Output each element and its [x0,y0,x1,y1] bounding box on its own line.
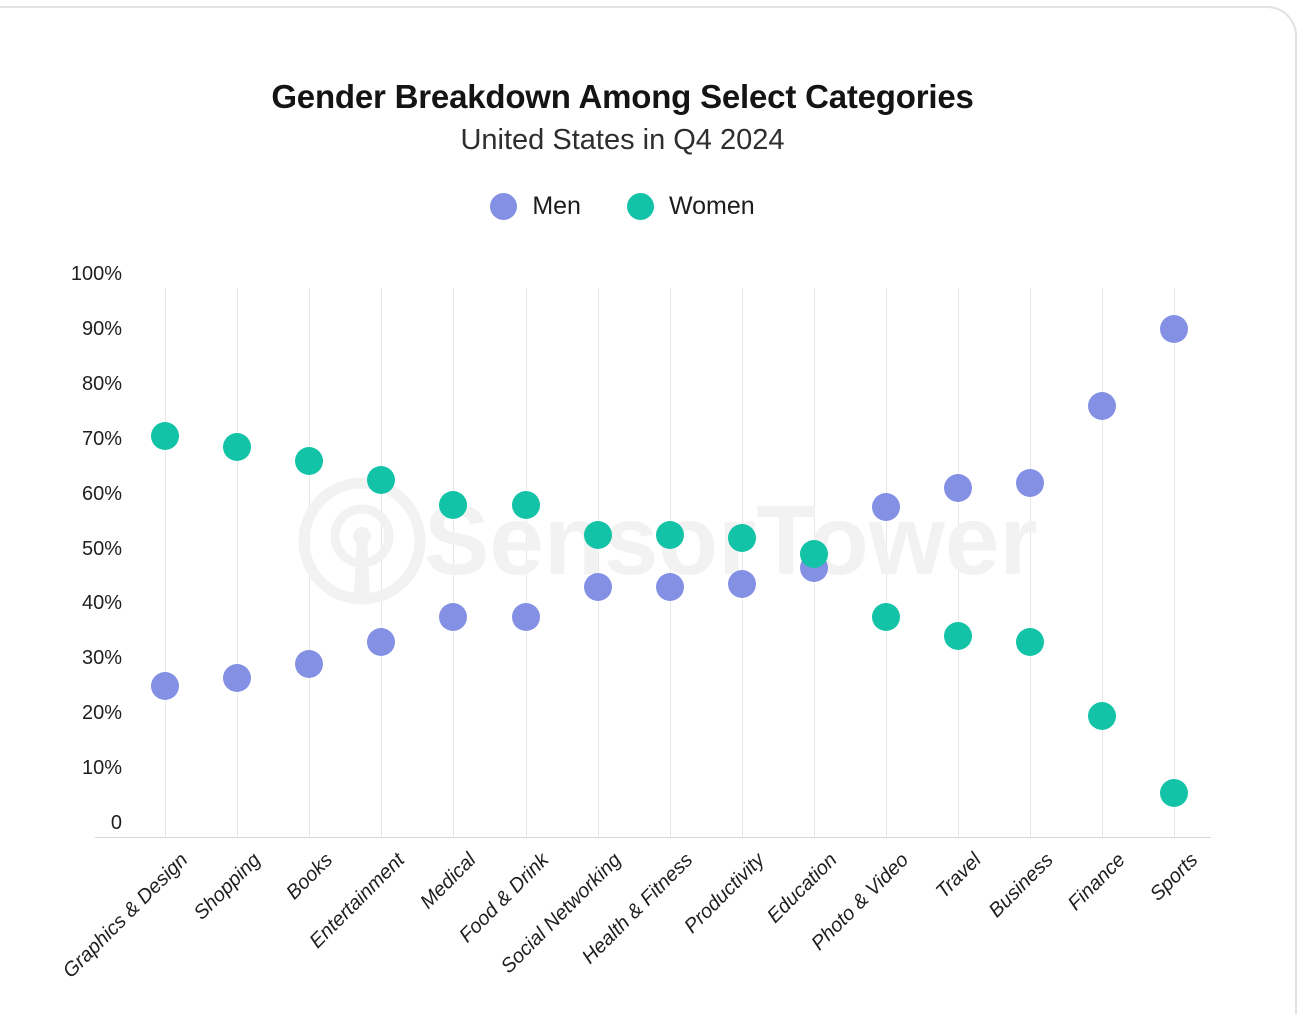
data-point-women [655,520,684,549]
gridline [1030,288,1032,837]
data-point-women [727,523,756,552]
gridline [1174,288,1176,837]
x-axis-category-label: Graphics & Design [59,849,193,983]
legend-item-women[interactable]: Women [626,192,755,221]
data-point-women [439,490,468,519]
data-point-men [583,572,612,601]
data-point-women [799,539,828,568]
y-axis-tick-label: 20% [81,702,122,725]
data-point-men [727,570,756,599]
gridline [453,288,455,837]
gridline [309,288,311,837]
women-series-dot-icon [626,193,654,220]
data-point-men [151,671,179,700]
x-axis-line [95,837,1211,838]
x-axis-category-label: Finance [1063,849,1130,915]
data-point-men [872,493,900,522]
x-axis-category-label: Social Networking [496,849,626,978]
data-point-men [367,627,396,656]
gridline [958,288,960,837]
chart-header: Gender Breakdown Among Select Categories… [0,0,1245,157]
x-axis-category-label: Books [281,849,337,904]
gridline [381,288,383,837]
data-point-women [1160,778,1189,807]
x-axis-category-label: Business [984,849,1058,922]
legend-item-men[interactable]: Men [490,192,581,221]
y-axis-tick-label: 60% [81,482,122,505]
data-point-men [944,474,973,503]
data-point-men [1160,314,1189,343]
y-axis-tick-label: 30% [81,647,122,670]
data-point-women [1088,701,1117,730]
data-point-men [1088,391,1117,420]
gridline [669,288,671,837]
y-axis-tick-label: 100% [70,263,122,285]
x-axis-category-label: Travel [931,849,986,903]
gridline [237,288,239,837]
y-axis-tick-label: 50% [81,537,122,560]
data-point-men [511,603,540,632]
data-point-women [583,520,612,549]
x-axis-category-label: Shopping [189,849,265,925]
data-point-women [151,421,179,450]
gridline [525,288,527,837]
data-point-men [1016,468,1045,497]
gridline [165,288,166,837]
x-axis-category-label: Medical [416,849,481,914]
x-axis-category-label: Sports [1145,849,1202,906]
y-axis-tick-label: 90% [81,317,122,340]
data-point-women [367,465,396,494]
y-axis-tick-label: 0 [110,812,122,834]
data-point-women [223,432,252,461]
men-series-dot-icon [490,193,518,220]
data-point-women [872,603,900,632]
legend-label-men: Men [532,192,581,220]
legend-label-women: Women [668,192,755,220]
data-point-women [1016,627,1045,656]
gridline [1102,288,1104,837]
data-point-women [295,446,324,475]
y-axis-tick-label: 70% [81,427,122,450]
gridline [597,288,599,837]
gridline [741,288,743,837]
data-point-men [439,603,468,632]
data-point-men [295,649,324,678]
gridline [886,288,887,837]
data-point-women [511,490,540,519]
y-axis-tick-label: 80% [81,372,122,395]
data-point-men [655,572,684,601]
y-axis-tick-label: 10% [81,757,122,780]
chart-subtitle: United States in Q4 2024 [460,124,785,156]
data-point-women [944,622,973,651]
data-point-men [223,663,252,692]
chart-title: Gender Breakdown Among Select Categories [271,78,974,115]
chart-legend: Men Women [0,192,1245,221]
y-axis-tick-label: 40% [81,592,122,615]
